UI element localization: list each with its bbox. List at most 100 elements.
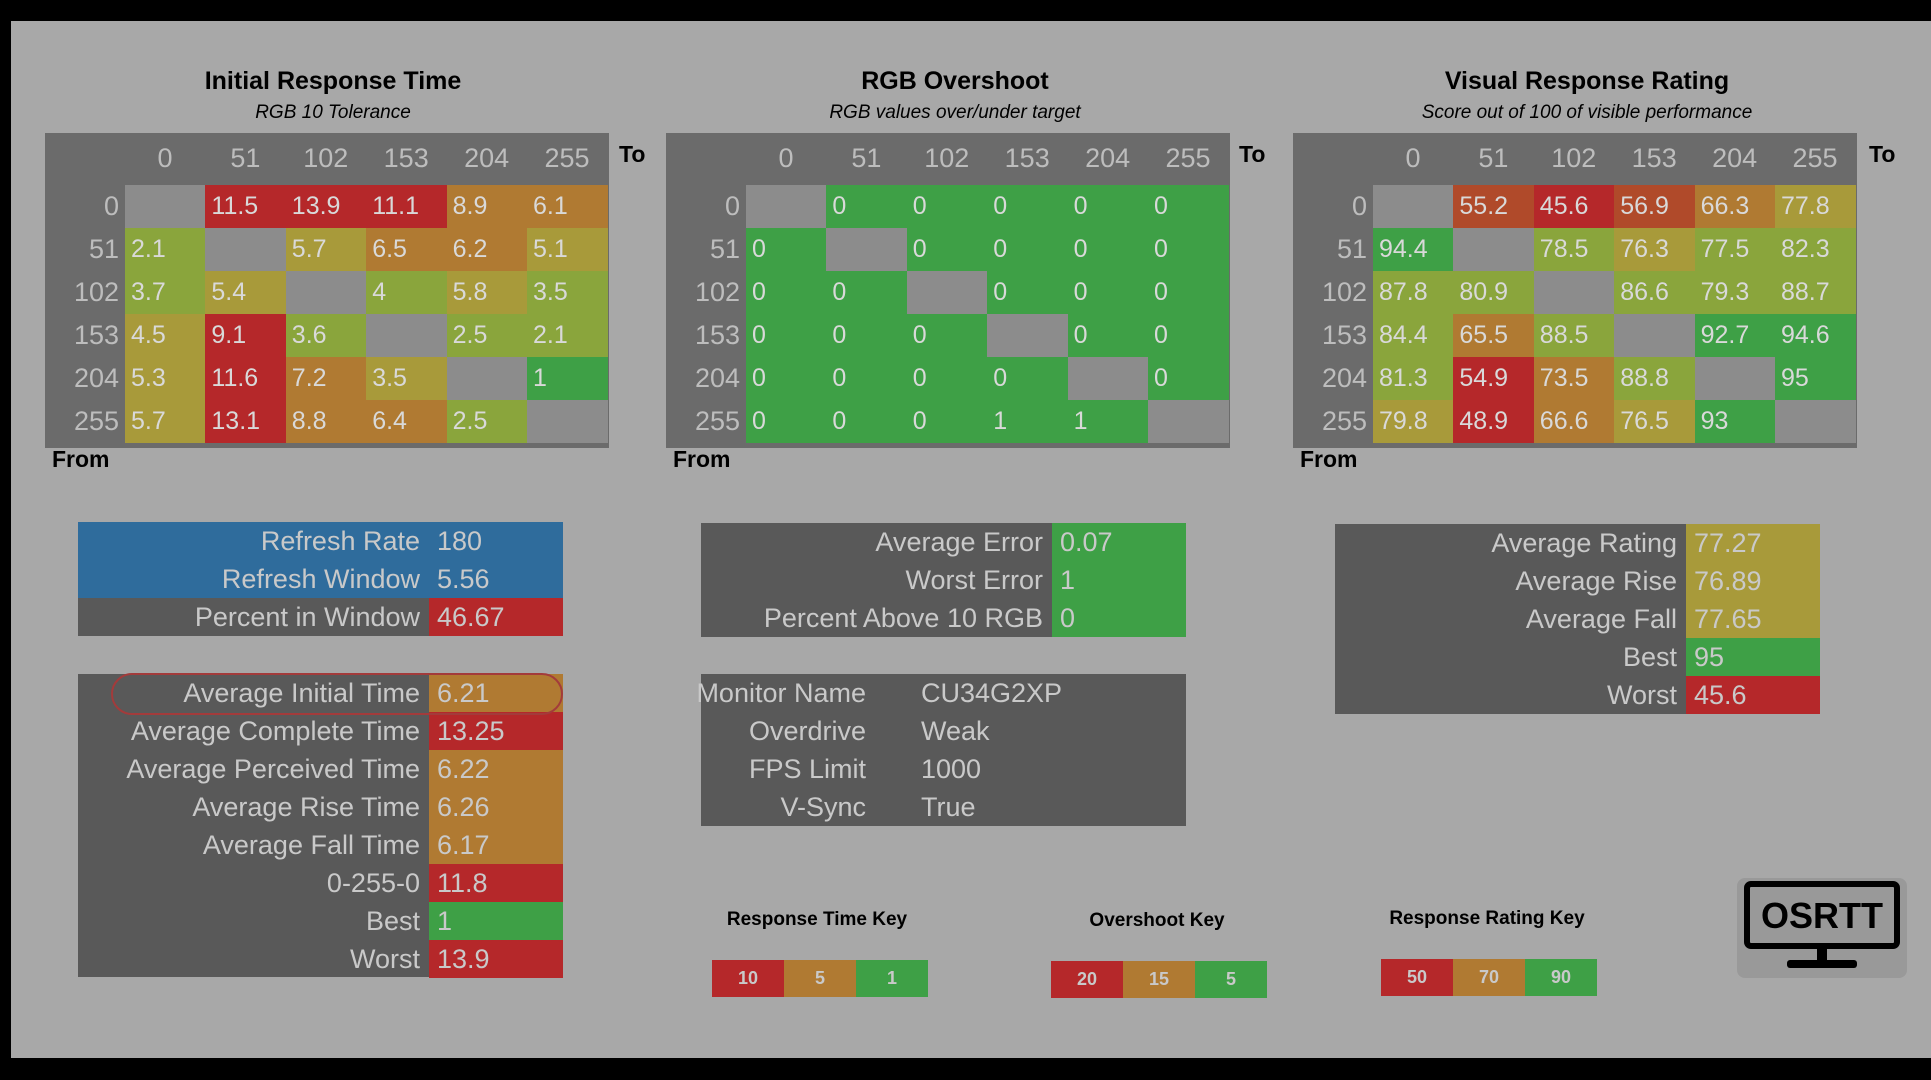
- stat-row: Best 1: [78, 902, 563, 940]
- from-label: From: [1300, 446, 1358, 472]
- matrix-cell: 5.7: [285, 228, 367, 271]
- logo-text: OSRTT: [1761, 895, 1883, 936]
- stat-row: Worst 13.9: [78, 940, 563, 978]
- stat-label: Best: [365, 906, 420, 936]
- matrix-cell: 86.6: [1614, 271, 1696, 314]
- column-header: 204: [464, 143, 510, 173]
- matrix-cell: 9.1: [205, 314, 287, 357]
- stat-label: Worst: [349, 944, 420, 974]
- column-header: 51: [851, 143, 882, 173]
- matrix-cell: 3.7: [125, 271, 206, 314]
- column-header: 102: [303, 143, 349, 173]
- matrix-cell: 73.5: [1533, 357, 1615, 400]
- stat-row: V-Sync True: [701, 788, 1186, 826]
- matrix-cell: 2.5: [446, 400, 528, 443]
- stat-label: Best: [1622, 642, 1677, 672]
- matrix-cell: 77.8: [1775, 185, 1856, 228]
- stat-row: Worst 45.6: [1335, 676, 1820, 714]
- row-header: 51: [1336, 234, 1367, 264]
- matrix-cell: 56.9: [1614, 185, 1696, 228]
- matrix-cell: 0: [1067, 314, 1149, 357]
- column-header: 255: [1792, 143, 1838, 173]
- column-header: 51: [1478, 143, 1509, 173]
- matrix-cell: 76.5: [1614, 400, 1696, 443]
- times-panel: Average Initial Time 6.21 Average Complete…: [78, 674, 563, 978]
- key-title: Overshoot Key: [1089, 910, 1225, 931]
- stat-label: Refresh Rate: [260, 526, 420, 556]
- response-time-matrix: 0 51 102 153 204 255 0 11.5 13.9 11.1 8.9 6.1 51 2.1 5…: [45, 133, 609, 448]
- stat-label: V-Sync: [780, 792, 866, 822]
- stat-row: Refresh Window 5.56: [78, 560, 563, 598]
- stat-label: Average Initial Time: [183, 678, 420, 708]
- stat-row: Average Fall 77.65: [1335, 600, 1820, 638]
- matrix-cell: 77.5: [1694, 228, 1776, 271]
- matrix-cell: [527, 400, 608, 443]
- matrix-cell: 0: [987, 228, 1069, 271]
- stat-label: Worst: [1606, 680, 1677, 710]
- stat-value: 6.22: [429, 750, 563, 788]
- matrix-cell: [906, 271, 988, 314]
- matrix-cell: 0: [826, 314, 908, 357]
- stat-value: 5.56: [429, 560, 563, 598]
- stat-value: 45.6: [1686, 676, 1820, 714]
- row-header: 255: [73, 406, 119, 436]
- matrix-cell: 54.9: [1453, 357, 1535, 400]
- matrix-cell: 0: [1148, 314, 1229, 357]
- key-swatch: 90: [1525, 959, 1597, 996]
- matrix-cell: 76.3: [1614, 228, 1696, 271]
- osrtt-logo: OSRTT: [1737, 878, 1907, 978]
- section-subtitle: RGB values over/under target: [829, 102, 1081, 123]
- matrix-cell: [446, 357, 528, 400]
- matrix-cell: [1614, 314, 1696, 357]
- from-label: From: [52, 446, 110, 472]
- stat-label: Overdrive: [748, 716, 866, 746]
- column-header: 51: [230, 143, 261, 173]
- matrix-cell: 0: [746, 271, 827, 314]
- stat-label: Average Error: [875, 527, 1043, 557]
- stat-row: Worst Error 1: [701, 561, 1186, 599]
- matrix-cell: 0: [987, 357, 1069, 400]
- matrix-cell: 11.6: [205, 357, 287, 400]
- matrix-cell: 0: [746, 400, 827, 443]
- column-header: 0: [778, 143, 794, 173]
- matrix-cell: 80.9: [1453, 271, 1535, 314]
- matrix-cell: 65.5: [1453, 314, 1535, 357]
- matrix-cell: 81.3: [1373, 357, 1454, 400]
- matrix-cell: [1453, 228, 1535, 271]
- matrix-cell: 0: [746, 228, 827, 271]
- matrix-cell: 84.4: [1373, 314, 1454, 357]
- matrix-cell: 0: [1067, 271, 1149, 314]
- row-header: 204: [694, 363, 740, 393]
- key-title: Response Time Key: [726, 909, 908, 930]
- matrix-cell: 4: [366, 271, 448, 314]
- matrix-cell: 94.4: [1373, 228, 1454, 271]
- stat-value: True: [921, 792, 976, 822]
- stat-value: 6.26: [429, 788, 563, 826]
- matrix-cell: 66.3: [1694, 185, 1776, 228]
- row-header: 102: [1321, 277, 1367, 307]
- row-header: 204: [1321, 363, 1367, 393]
- matrix-cell: 88.5: [1533, 314, 1615, 357]
- row-header: 51: [709, 234, 740, 264]
- stat-row: Average Rise Time 6.26: [78, 788, 563, 826]
- matrix-cell: 5.7: [125, 400, 206, 443]
- matrix-cell: [1694, 357, 1776, 400]
- matrix-cell: 48.9: [1453, 400, 1535, 443]
- stat-row: Average Rating 77.27: [1335, 524, 1820, 562]
- stat-row: Percent Above 10 RGB 0: [701, 599, 1186, 637]
- stat-value: 180: [429, 522, 563, 560]
- stat-label: Worst Error: [905, 565, 1043, 595]
- stat-value: 1: [1052, 561, 1186, 599]
- matrix-cell: 94.6: [1775, 314, 1856, 357]
- section-subtitle: RGB 10 Tolerance: [255, 102, 411, 123]
- stat-label: Average Rating: [1491, 528, 1677, 558]
- to-label: To: [1869, 141, 1896, 167]
- matrix-cell: [366, 314, 448, 357]
- section-subtitle: Score out of 100 of visible performance: [1421, 102, 1753, 123]
- stat-value: 77.27: [1686, 524, 1820, 562]
- matrix-cell: [205, 228, 287, 271]
- section-title: Visual Response Rating: [1444, 67, 1730, 95]
- matrix-cell: 5.3: [125, 357, 206, 400]
- matrix-cell: [746, 185, 827, 228]
- overshoot-matrix: 0 51 102 153 204 255 0 0 0 0 0 0 51 0 0 0 0 0 102 0 0 0 0 0 153 0…: [666, 133, 1230, 448]
